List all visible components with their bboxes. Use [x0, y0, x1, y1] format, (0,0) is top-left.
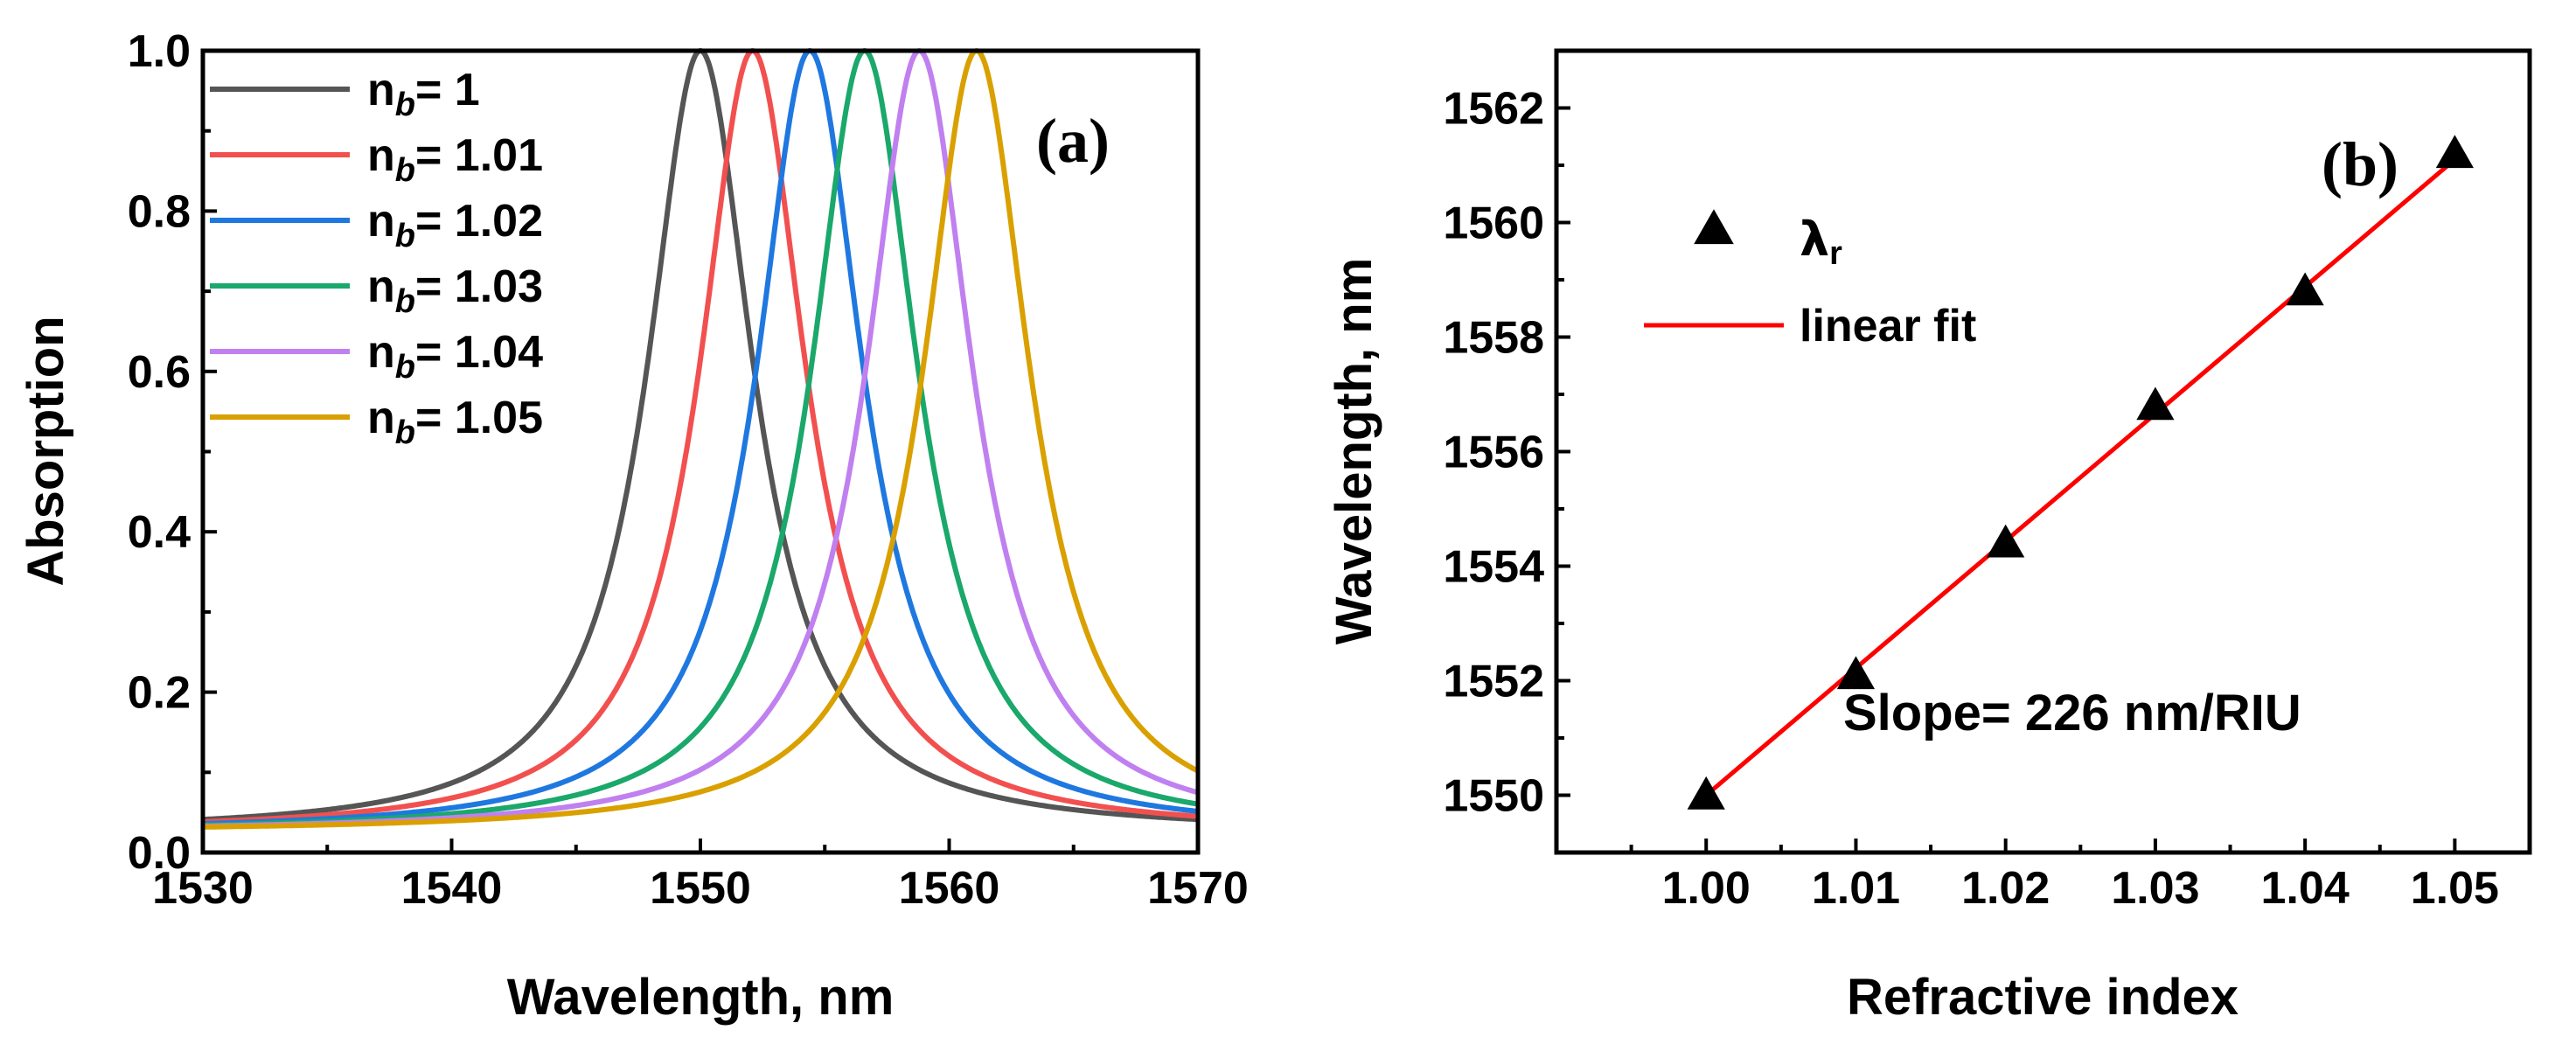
linear-fit-line	[1704, 157, 2457, 797]
legend-label-6: nb= 1.05	[367, 393, 543, 451]
panel-a-legend: nb= 1 nb= 1.01 nb= 1.02 nb= 1.03 nb= 1.04 nb=…	[210, 65, 543, 451]
data-point-triangle	[2136, 386, 2175, 421]
panel-a-chart: 1530 1540 1550 1560 1570 0.0 0.2 0.4 0.6 0.8 1.0 n…	[17, 26, 1249, 1026]
panel-a-y-axis-label: Absorption	[17, 316, 74, 586]
linear-fit-line-group	[1704, 157, 2457, 797]
x-tick-label: 1570	[1147, 863, 1249, 914]
panel-a-x-axis-label: Wavelength, nm	[507, 969, 895, 1026]
data-point-triangle	[1687, 776, 1725, 810]
y-tick-label: 1554	[1443, 542, 1544, 593]
y-tick-label: 0.4	[128, 507, 191, 558]
y-tick-label: 0.2	[128, 668, 191, 719]
x-tick-label: 1.04	[2261, 863, 2350, 914]
y-tick-label: 0.6	[128, 347, 191, 398]
y-tick-label: 1550	[1443, 771, 1544, 822]
x-tick-label: 1.01	[1812, 863, 1900, 914]
series-line-6	[202, 47, 1200, 830]
legend-label-5: nb= 1.04	[367, 327, 543, 386]
y-tick-label: 1558	[1443, 313, 1544, 364]
y-tick-label: 1560	[1443, 198, 1544, 249]
legend-label-lambda-r: λr	[1800, 212, 1842, 272]
slope-annotation: Slope= 226 nm/RIU	[1843, 685, 2301, 741]
y-tick-label: 1552	[1443, 657, 1544, 707]
legend-marker-triangle	[1694, 209, 1734, 245]
panel-b-legend: λr linear fit	[1644, 209, 1976, 351]
panel-b-ticks: 1.00 1.01 1.02 1.03 1.04 1.05 1550 1552 1554 1556…	[1443, 49, 2531, 914]
legend-label-3: nb= 1.02	[367, 196, 543, 254]
data-point-triangle	[1987, 524, 2025, 558]
data-point-triangle	[1836, 656, 1876, 690]
x-tick-label: 1530	[152, 863, 254, 914]
y-tick-label: 0.8	[128, 186, 191, 237]
x-tick-label: 1.05	[2411, 863, 2499, 914]
panel-b-chart: 1.00 1.01 1.02 1.03 1.04 1.05 1550 1552 1554 1556…	[1326, 48, 2532, 1026]
x-tick-label: 1560	[899, 863, 1000, 914]
panel-a-label: (a)	[1036, 106, 1110, 176]
series-line-3	[203, 47, 1199, 826]
x-tick-label: 1.03	[2111, 863, 2199, 914]
y-tick-label: 1562	[1443, 84, 1544, 135]
data-point-triangle	[2286, 272, 2324, 306]
x-tick-label: 1.02	[1961, 863, 2050, 914]
x-tick-label: 1550	[650, 863, 751, 914]
legend-label-4: nb= 1.03	[367, 261, 543, 320]
absorption-curves	[202, 47, 1200, 830]
y-tick-label: 1556	[1443, 428, 1544, 478]
panel-b-y-axis-label: Wavelength, nm	[1326, 258, 1382, 645]
y-tick-label: 0.0	[128, 828, 191, 879]
legend-label-linear-fit: linear fit	[1800, 301, 1976, 351]
resonance-points	[1687, 135, 2474, 810]
legend-label-1: nb= 1	[367, 65, 480, 123]
data-point-triangle	[2435, 135, 2474, 169]
panel-b-x-axis-label: Refractive index	[1847, 969, 2238, 1026]
x-tick-label: 1.00	[1662, 863, 1751, 914]
legend-label-2: nb= 1.01	[367, 130, 543, 189]
panel-b-label: (b)	[2322, 129, 2398, 199]
panel-a-ticks: 1530 1540 1550 1560 1570 0.0 0.2 0.4 0.6 0.8 1.0	[128, 26, 1249, 914]
x-tick-label: 1540	[401, 863, 503, 914]
series-line-2	[202, 47, 1199, 825]
y-tick-label: 1.0	[128, 26, 191, 77]
